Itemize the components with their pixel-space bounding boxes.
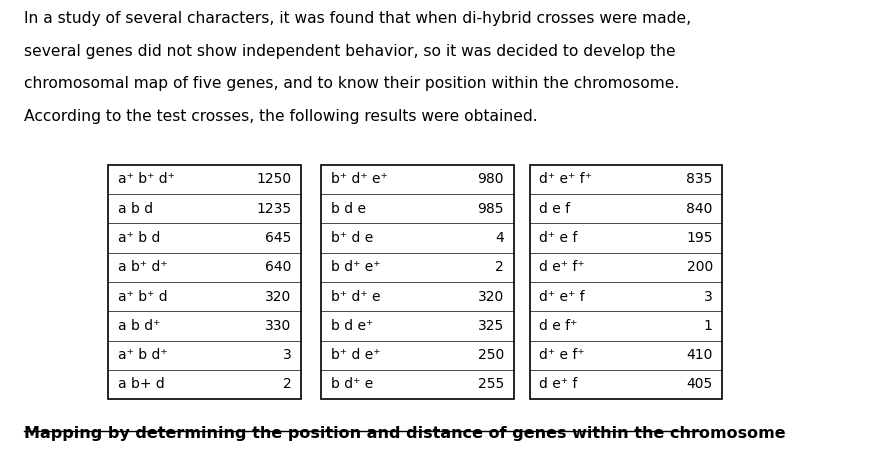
Text: 4: 4 — [496, 231, 504, 245]
Text: 1250: 1250 — [256, 172, 291, 186]
Text: 3: 3 — [704, 290, 713, 304]
Text: 1: 1 — [704, 319, 713, 333]
Text: 1235: 1235 — [256, 202, 291, 216]
Text: d⁺ e f⁺: d⁺ e f⁺ — [539, 348, 585, 362]
FancyBboxPatch shape — [530, 165, 722, 399]
Text: 325: 325 — [478, 319, 504, 333]
Text: a⁺ b⁺ d: a⁺ b⁺ d — [118, 290, 168, 304]
Text: 410: 410 — [687, 348, 713, 362]
Text: d e⁺ f⁺: d e⁺ f⁺ — [539, 260, 585, 274]
Text: Mapping by determining the position and distance of genes within the chromosome: Mapping by determining the position and … — [24, 426, 786, 441]
Text: a⁺ b d⁺: a⁺ b d⁺ — [118, 348, 168, 362]
Text: 200: 200 — [687, 260, 713, 274]
Text: b⁺ d e⁺: b⁺ d e⁺ — [330, 348, 380, 362]
Text: a b+ d: a b+ d — [118, 377, 164, 391]
Text: a b d: a b d — [118, 202, 153, 216]
Text: 985: 985 — [478, 202, 504, 216]
Text: b d⁺ e: b d⁺ e — [330, 377, 373, 391]
Text: 980: 980 — [478, 172, 504, 186]
FancyBboxPatch shape — [108, 165, 301, 399]
Text: a b⁺ d⁺: a b⁺ d⁺ — [118, 260, 168, 274]
Text: d e⁺ f: d e⁺ f — [539, 377, 578, 391]
Text: b⁺ d e: b⁺ d e — [330, 231, 373, 245]
Text: chromosomal map of five genes, and to know their position within the chromosome.: chromosomal map of five genes, and to kn… — [24, 76, 680, 91]
Text: d⁺ e f: d⁺ e f — [539, 231, 578, 245]
Text: b d e: b d e — [330, 202, 366, 216]
Text: a b d⁺: a b d⁺ — [118, 319, 161, 333]
Text: 645: 645 — [265, 231, 291, 245]
Text: b⁺ d⁺ e: b⁺ d⁺ e — [330, 290, 380, 304]
Text: b d⁺ e⁺: b d⁺ e⁺ — [330, 260, 380, 274]
Text: 840: 840 — [687, 202, 713, 216]
Text: d e f⁺: d e f⁺ — [539, 319, 578, 333]
Text: In a study of several characters, it was found that when di-hybrid crosses were : In a study of several characters, it was… — [24, 11, 691, 26]
Text: d⁺ e⁺ f: d⁺ e⁺ f — [539, 290, 585, 304]
Text: a⁺ b⁺ d⁺: a⁺ b⁺ d⁺ — [118, 172, 175, 186]
Text: 330: 330 — [265, 319, 291, 333]
Text: 250: 250 — [478, 348, 504, 362]
Text: d⁺ e⁺ f⁺: d⁺ e⁺ f⁺ — [539, 172, 592, 186]
Text: 2: 2 — [282, 377, 291, 391]
Text: 640: 640 — [265, 260, 291, 274]
Text: 195: 195 — [687, 231, 713, 245]
Text: 320: 320 — [265, 290, 291, 304]
Text: b d e⁺: b d e⁺ — [330, 319, 373, 333]
Text: 2: 2 — [496, 260, 504, 274]
Text: d e f: d e f — [539, 202, 571, 216]
Text: 3: 3 — [282, 348, 291, 362]
Text: 835: 835 — [687, 172, 713, 186]
Text: 320: 320 — [478, 290, 504, 304]
Text: 255: 255 — [478, 377, 504, 391]
Text: 405: 405 — [687, 377, 713, 391]
Text: According to the test crosses, the following results were obtained.: According to the test crosses, the follo… — [24, 109, 538, 124]
Text: a⁺ b d: a⁺ b d — [118, 231, 161, 245]
FancyBboxPatch shape — [321, 165, 513, 399]
Text: several genes did not show independent behavior, so it was decided to develop th: several genes did not show independent b… — [24, 44, 676, 59]
Text: b⁺ d⁺ e⁺: b⁺ d⁺ e⁺ — [330, 172, 388, 186]
